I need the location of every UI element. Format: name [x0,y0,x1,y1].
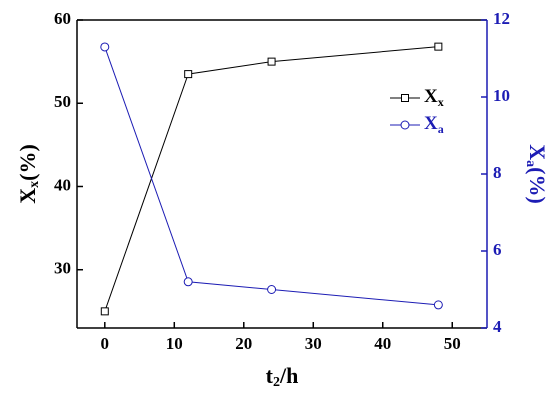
marker [434,42,443,51]
y2-tick-label: 8 [493,163,502,182]
x-tick-label: 40 [374,334,391,353]
x-tick-label: 10 [166,334,183,353]
legend-label-main: X [424,113,438,134]
marker [100,307,109,316]
y-axis-label-main: X [15,188,40,204]
x-axis-label-sub: 2 [273,375,280,390]
y2-tick-label: 12 [493,9,510,28]
x-tick-label: 0 [101,334,110,353]
x-tick-label: 50 [444,334,461,353]
marker [184,70,193,79]
y2-axis-label-main: X [525,144,550,160]
legend-label-main: X [424,86,438,107]
x-axis-label: t2/h [266,363,299,390]
marker [267,57,276,66]
legend-label-sub: a [438,122,444,136]
marker [400,120,410,130]
y-tick-label: 50 [54,92,71,111]
x-axis-label-suffix: /h [279,363,298,388]
y-axis-label-suffix: (%) [15,144,40,181]
marker [183,277,193,287]
marker [401,94,409,102]
legend-label: Xa [424,113,444,135]
y-axis-label-sub: x [27,181,42,188]
y2-tick-label: 10 [493,86,510,105]
y2-axis-label-suffix: (%) [525,167,550,204]
series-line [104,46,439,306]
x-tick-label: 20 [235,334,252,353]
y2-axis-label: Xa(%) [523,144,550,204]
y2-tick-label: 4 [493,317,502,336]
y-tick-label: 30 [54,259,71,278]
marker [100,42,110,52]
y2-tick-label: 6 [493,240,502,259]
legend-label-sub: x [438,95,444,109]
y-tick-label: 40 [54,175,71,194]
y-axis-label: Xx(%) [15,144,42,204]
y2-axis-label-sub: a [523,160,538,167]
series-line [104,46,439,312]
x-tick-label: 30 [305,334,322,353]
x-axis-label-main: t [266,363,274,388]
marker [433,300,443,310]
y-tick-label: 60 [54,9,71,28]
marker [267,285,277,294]
legend-label: Xx [424,86,444,108]
